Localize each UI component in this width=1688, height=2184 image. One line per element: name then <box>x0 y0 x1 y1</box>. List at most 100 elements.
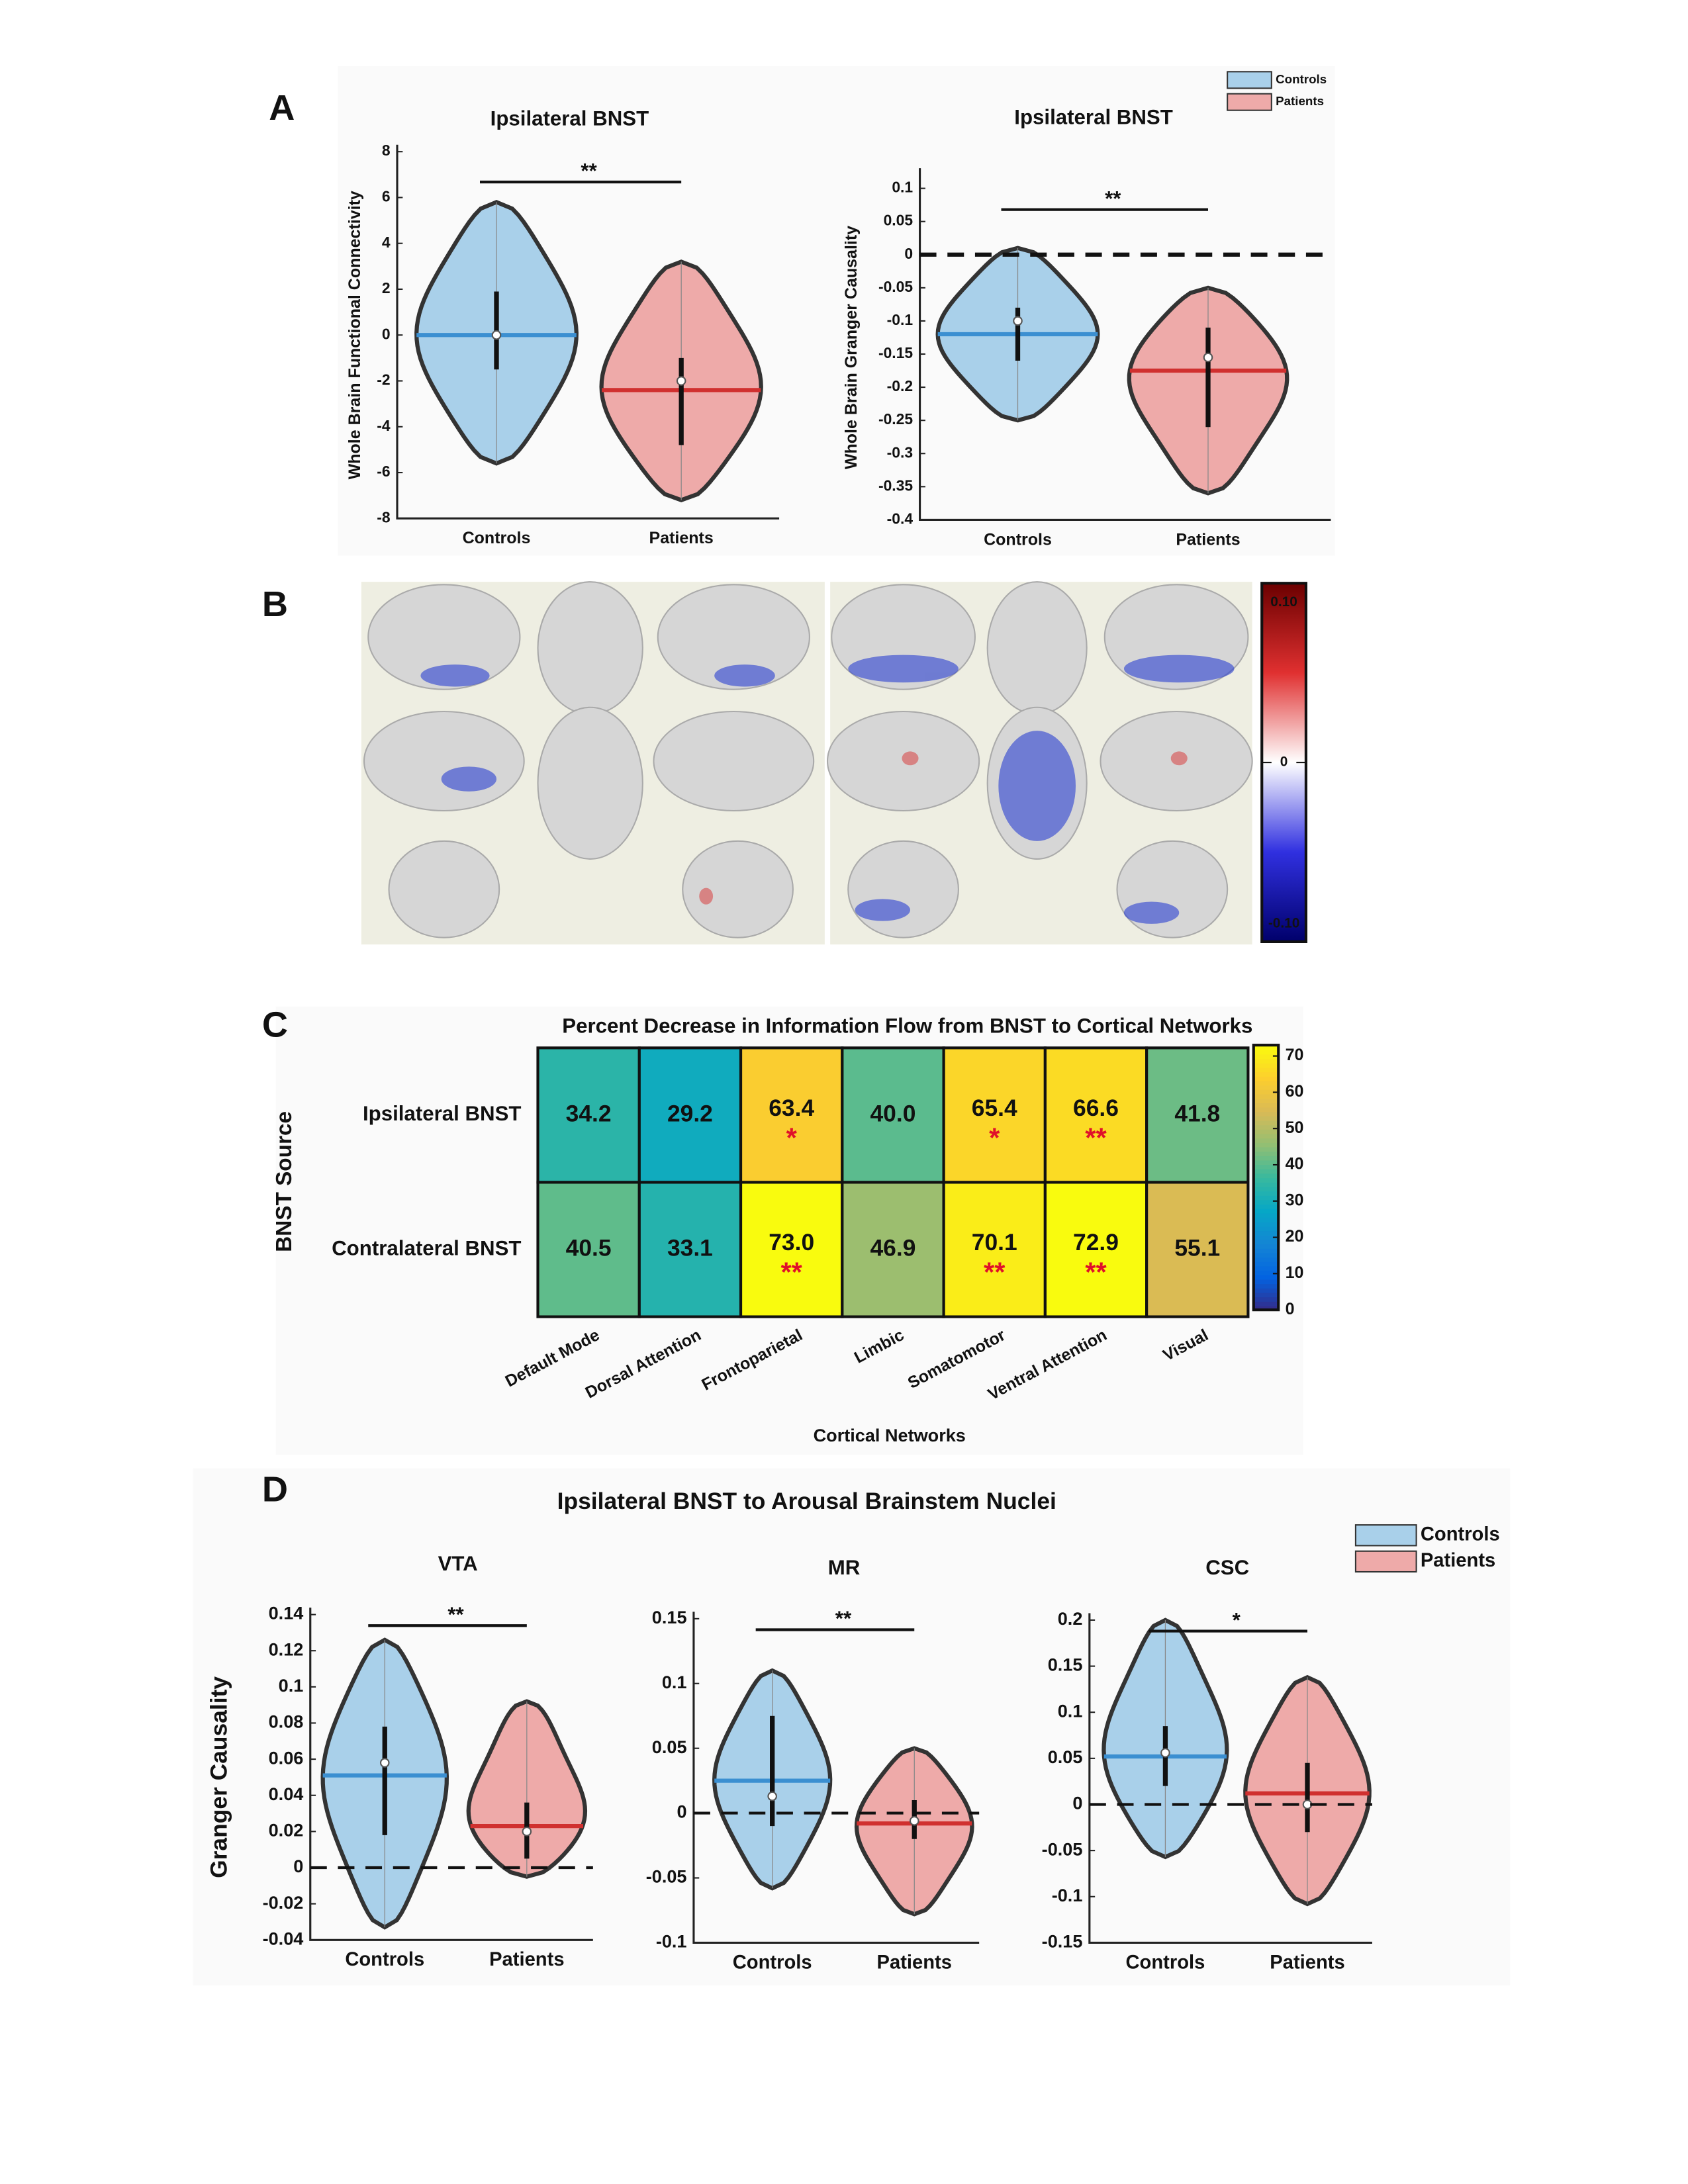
colorbar-tick-label: 70 <box>1286 1046 1304 1064</box>
x-tick-label: Controls <box>984 530 1052 549</box>
cell-value: 40.0 <box>870 1100 915 1126</box>
heatmap-cell <box>637 1046 743 1184</box>
colorbar-segment <box>1253 1300 1279 1306</box>
heatmap-cell <box>841 1046 945 1184</box>
y-axis-label: Granger Causality <box>206 1676 232 1878</box>
median-dot <box>909 1816 919 1826</box>
x-tick-label: Controls <box>463 529 531 547</box>
colorbar-segment <box>1253 1186 1279 1192</box>
y-tick-label: 0 <box>677 1801 686 1822</box>
colorbar-segment <box>1253 1151 1279 1156</box>
y-tick-label: -4 <box>377 417 391 434</box>
y-tick-label: -0.4 <box>887 510 914 527</box>
colorbar-segment <box>1253 1062 1279 1068</box>
chart-title: Ipsilateral BNST <box>1014 105 1173 128</box>
median-dot <box>676 376 686 386</box>
significance-label: ** <box>835 1607 852 1630</box>
cell-value: 33.1 <box>667 1234 713 1261</box>
x-tick-label: Controls <box>1125 1952 1205 1973</box>
significance-label: ** <box>984 1257 1006 1288</box>
heatmap-cell <box>1043 1181 1149 1318</box>
cell-value: 29.2 <box>667 1100 713 1126</box>
cell-value: 63.4 <box>769 1095 814 1121</box>
cell-value: 34.2 <box>566 1100 612 1126</box>
chart-title: CSC <box>1205 1556 1249 1579</box>
significance-label: ** <box>780 1257 802 1288</box>
colorbar-segment <box>1253 1292 1279 1298</box>
y-tick-label: 0.08 <box>269 1711 304 1732</box>
y-tick-label: -6 <box>377 463 390 480</box>
y-tick-label: 0.05 <box>1048 1747 1083 1767</box>
cell-value: 65.4 <box>972 1095 1017 1121</box>
legend-swatch <box>1354 1524 1417 1547</box>
colorbar-segment <box>1253 1212 1279 1218</box>
colorbar-segment <box>1253 1230 1279 1236</box>
x-tick-label: Controls <box>733 1952 812 1973</box>
colorbar-segment <box>1253 1270 1279 1275</box>
colorbar-tick-label: 20 <box>1286 1227 1304 1246</box>
colorbar-segment <box>1253 1071 1279 1077</box>
significance-label: ** <box>1085 1257 1107 1288</box>
colorbar-tick-label: 0 <box>1286 1300 1295 1318</box>
colorbar-segment <box>1253 1133 1279 1139</box>
cell-value: 72.9 <box>1073 1229 1119 1255</box>
y-tick-label: -0.1 <box>887 311 914 328</box>
colorbar-segment <box>1253 1204 1279 1209</box>
colorbar-segment <box>1253 1221 1279 1227</box>
heatmap-cell <box>1145 1046 1250 1184</box>
y-tick-label: -0.05 <box>878 278 913 295</box>
y-tick-label: 0.05 <box>884 212 914 229</box>
cell-value: 70.1 <box>972 1229 1017 1255</box>
y-tick-label: -0.15 <box>1042 1931 1083 1952</box>
colorbar-segment <box>1253 1102 1279 1108</box>
significance-label: ** <box>581 159 597 183</box>
y-tick-label: 8 <box>382 142 391 159</box>
median-dot <box>1203 352 1213 363</box>
legend-label: Patients <box>1276 94 1324 108</box>
colorbar-segment <box>1253 1138 1279 1143</box>
y-tick-label: -0.35 <box>878 477 913 494</box>
colorbar-tick-label: 60 <box>1286 1082 1304 1101</box>
y-tick-label: 4 <box>382 234 391 251</box>
colorbar-segment <box>1253 1067 1279 1073</box>
y-tick-label: -0.2 <box>887 377 913 394</box>
colorbar-tick-label: 0.10 <box>1270 594 1297 610</box>
colorbar-segment <box>1253 1244 1279 1249</box>
y-tick-label: -2 <box>377 371 390 388</box>
significance-label: * <box>989 1122 1000 1153</box>
y-tick-label: 0 <box>904 245 913 262</box>
y-tick-label: 0.12 <box>269 1639 304 1659</box>
significance-label: ** <box>1105 187 1121 210</box>
y-tick-label: -8 <box>377 508 391 525</box>
colorbar-segment <box>1253 1248 1279 1253</box>
colorbar-segment <box>1253 1058 1279 1064</box>
colorbar-segment <box>1253 1054 1279 1060</box>
colorbar-segment <box>1253 1080 1279 1086</box>
chart-title: Percent Decrease in Information Flow fro… <box>562 1014 1252 1037</box>
y-tick-label: -0.1 <box>656 1931 687 1952</box>
y-tick-label: 0 <box>293 1856 303 1876</box>
colorbar-segment <box>1253 1234 1279 1240</box>
colorbar-segment <box>1253 1093 1279 1099</box>
y-tick-label: 0 <box>382 325 391 342</box>
axes <box>692 1612 980 1944</box>
legend-swatch <box>1227 71 1272 89</box>
colorbar-segment <box>1253 1297 1279 1302</box>
colorbar-segment <box>1253 1257 1279 1262</box>
x-tick-label: Patients <box>649 529 714 547</box>
y-axis-label: Whole Brain Functional Connectivity <box>346 191 364 479</box>
colorbar-segment <box>1253 1261 1279 1267</box>
colorbar-segment <box>1253 1279 1279 1285</box>
colorbar-segment <box>1253 1181 1279 1187</box>
heatmap-cell <box>536 1046 641 1184</box>
colorbar-frame <box>1252 1044 1280 1312</box>
legend-swatch <box>1227 93 1272 111</box>
colorbar-segment <box>1253 1305 1279 1311</box>
x-axis-label: Cortical Networks <box>814 1425 966 1445</box>
x-tick-label: Patients <box>1270 1952 1344 1973</box>
legend-label: Controls <box>1276 72 1327 86</box>
colorbar-segment <box>1253 1195 1279 1201</box>
y-axis-label: BNST Source <box>272 1111 297 1252</box>
